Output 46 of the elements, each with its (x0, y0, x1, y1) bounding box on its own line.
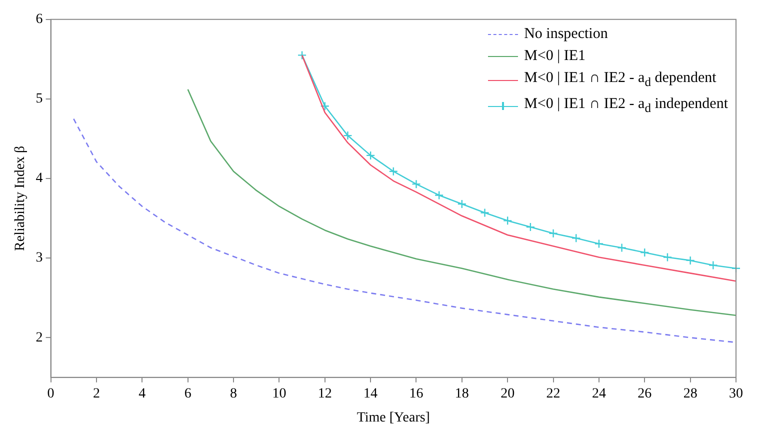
x-tick-label: 12 (318, 386, 332, 402)
x-tick-label: 14 (364, 386, 378, 402)
legend-label: M<0 | IE1 ∩ IE2 - a$_{d}$ dependent (524, 69, 716, 92)
point (503, 216, 512, 226)
point (366, 150, 376, 160)
point (708, 260, 718, 270)
x-tick-label: 10 (272, 386, 286, 402)
point (640, 248, 650, 258)
point (457, 199, 467, 209)
point (686, 256, 695, 266)
x-tick-label: 2 (92, 386, 100, 402)
point (412, 179, 421, 189)
x-tick-label: 0 (47, 386, 54, 402)
x-tick-label: 28 (683, 386, 698, 402)
point (548, 228, 558, 238)
point (572, 234, 581, 243)
x-tick-label: 6 (184, 386, 192, 402)
x-tick-label: 8 (230, 386, 238, 402)
x-tick-label: 4 (138, 386, 146, 402)
legend-label: M<0 | IE1 ∩ IE2 - a$_{d}$ independent (524, 95, 728, 118)
point (594, 239, 604, 248)
point (662, 252, 672, 262)
x-tick-label: 22 (546, 386, 560, 402)
y-tick-label: 6 (36, 12, 43, 28)
y-tick-label: 2 (36, 330, 43, 346)
point (388, 166, 398, 176)
point (297, 50, 307, 60)
y-tick-label: 3 (36, 250, 43, 266)
point (343, 130, 352, 140)
y-axis-title: Reliability Index β (13, 146, 28, 251)
point (526, 222, 536, 232)
x-tick-label: 24 (592, 386, 606, 402)
x-tick-label: 16 (409, 386, 424, 402)
point (480, 208, 490, 218)
point (320, 102, 330, 111)
point (617, 243, 626, 252)
x-axis-title: Time [Years] (356, 410, 430, 426)
x-tick-label: 30 (729, 386, 743, 402)
point (434, 190, 444, 200)
y-tick-label: 4 (36, 171, 43, 186)
y-tick-label: 5 (36, 92, 43, 107)
legend-label: M<0 | IE1 (524, 47, 586, 66)
legend-label: No inspection (524, 25, 608, 44)
x-tick-label: 20 (500, 386, 515, 402)
x-tick-label: 26 (638, 386, 652, 402)
x-tick-label: 18 (454, 386, 469, 402)
